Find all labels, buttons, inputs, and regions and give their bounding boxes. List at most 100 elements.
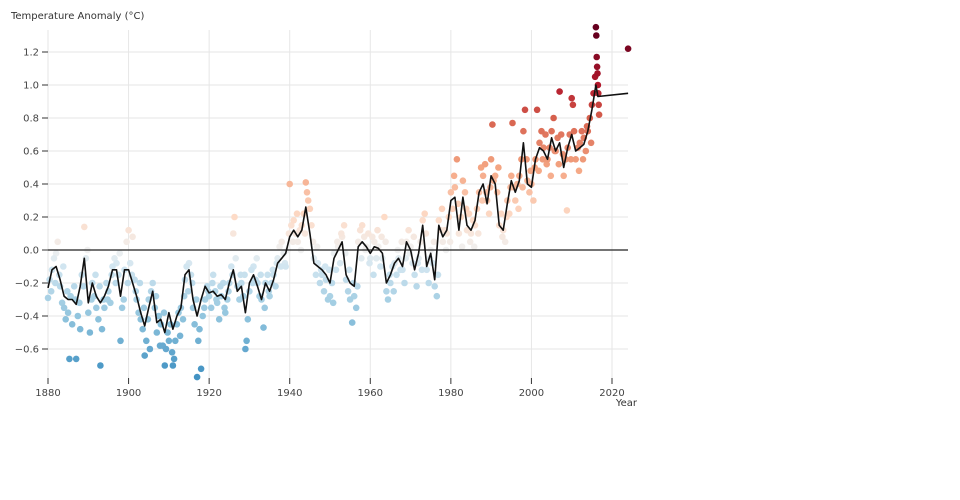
- data-point: [423, 266, 431, 274]
- y-tick-label: −0.4: [15, 312, 39, 323]
- data-point: [519, 184, 526, 191]
- data-point: [161, 362, 169, 369]
- y-axis-title: Temperature Anomaly (°C): [10, 11, 144, 22]
- data-point: [217, 283, 224, 290]
- data-point: [508, 172, 515, 180]
- data-point: [358, 222, 366, 229]
- data-point: [74, 312, 82, 320]
- data-point: [184, 288, 192, 295]
- data-point: [439, 238, 447, 246]
- data-point: [384, 296, 392, 303]
- data-point: [209, 279, 216, 287]
- data-point: [387, 279, 394, 287]
- data-point: [449, 205, 456, 213]
- data-point: [316, 279, 324, 287]
- data-point: [160, 309, 168, 317]
- data-point: [563, 207, 571, 214]
- data-point: [405, 226, 412, 234]
- data-point: [109, 263, 116, 270]
- y-tick-label: 0.4: [23, 180, 39, 191]
- data-point: [54, 238, 61, 246]
- data-point: [248, 266, 255, 274]
- data-point: [520, 127, 527, 135]
- data-point: [557, 131, 565, 138]
- data-point: [370, 271, 377, 279]
- data-point: [81, 223, 88, 231]
- x-tick-label: 2020: [599, 388, 624, 399]
- data-point: [377, 263, 384, 270]
- data-point: [195, 337, 202, 345]
- data-point: [231, 213, 238, 221]
- data-point: [313, 243, 321, 250]
- data-point: [410, 233, 418, 241]
- data-point: [67, 292, 74, 300]
- data-point: [521, 106, 529, 114]
- data-point: [97, 362, 104, 369]
- data-point: [493, 189, 501, 196]
- data-point: [72, 355, 80, 363]
- data-point: [93, 304, 100, 312]
- data-point: [346, 266, 353, 274]
- data-point: [346, 296, 354, 303]
- data-point: [191, 321, 198, 328]
- data-point: [548, 127, 555, 135]
- data-point: [435, 217, 443, 224]
- data-point: [461, 189, 469, 196]
- data-point: [451, 184, 459, 191]
- data-point: [495, 164, 502, 171]
- data-point: [306, 205, 314, 213]
- scatter-points: [44, 23, 632, 381]
- data-point: [318, 271, 326, 279]
- data-point: [146, 345, 154, 353]
- data-point: [140, 304, 148, 312]
- data-point: [232, 254, 239, 262]
- data-point: [447, 189, 455, 196]
- data-point: [98, 325, 106, 333]
- data-point: [278, 238, 286, 246]
- data-point: [418, 266, 426, 274]
- data-point: [112, 279, 119, 287]
- data-point: [85, 309, 92, 317]
- data-point: [501, 238, 509, 246]
- data-point: [303, 189, 311, 196]
- data-point: [497, 210, 505, 217]
- data-point: [393, 271, 400, 279]
- data-point: [450, 172, 458, 180]
- x-tick-label: 1980: [438, 388, 463, 399]
- data-point: [506, 210, 513, 217]
- y-tick-label: 0.6: [23, 147, 39, 158]
- x-tick-label: 1940: [277, 388, 302, 399]
- y-tick-label: 0.0: [23, 246, 39, 257]
- data-point: [301, 230, 309, 237]
- data-point: [274, 254, 281, 262]
- data-point: [455, 230, 463, 237]
- y-tick-label: 0.2: [23, 213, 39, 224]
- data-point: [382, 238, 389, 246]
- data-point: [64, 288, 71, 295]
- data-point: [199, 312, 206, 320]
- data-point: [117, 337, 124, 345]
- data-point: [550, 114, 557, 122]
- data-point: [487, 156, 495, 163]
- data-point: [266, 292, 273, 300]
- data-point: [338, 230, 345, 237]
- y-tick-label: −0.6: [15, 345, 39, 356]
- data-point: [459, 177, 467, 184]
- data-point: [446, 238, 454, 246]
- data-point: [344, 288, 352, 295]
- data-point: [241, 271, 248, 279]
- x-tick-label: 1920: [196, 388, 221, 399]
- data-point: [419, 217, 427, 224]
- data-point: [236, 296, 243, 303]
- data-point: [58, 299, 66, 307]
- data-point: [352, 304, 360, 312]
- data-point: [401, 279, 408, 287]
- data-point: [196, 325, 203, 333]
- data-point: [481, 160, 489, 168]
- data-point: [207, 304, 215, 312]
- data-point: [153, 329, 161, 336]
- data-point: [479, 197, 486, 204]
- data-point: [209, 271, 217, 279]
- data-point: [183, 263, 190, 270]
- data-point: [576, 139, 584, 147]
